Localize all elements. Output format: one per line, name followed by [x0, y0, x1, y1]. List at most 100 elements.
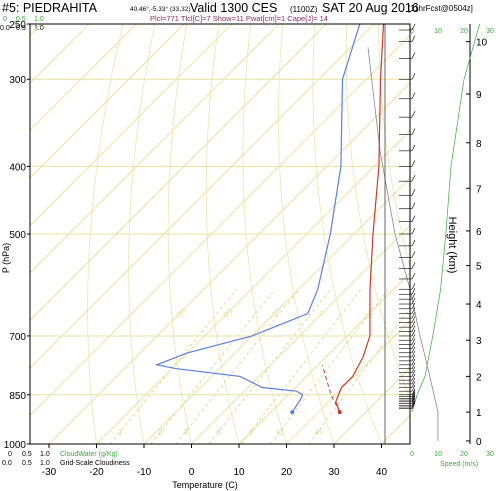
temperature-tick-label: -10: [137, 467, 152, 478]
wind-barb-flag: [411, 366, 416, 373]
speed-tick-label-bottom: 20: [460, 451, 468, 458]
dry-adiabat: [205, 24, 240, 444]
bottom-scale-tick: 1.0: [40, 460, 50, 467]
height-reference-line: [367, 47, 439, 441]
wind-barb-flag: [411, 325, 416, 332]
surface-temperature-marker: [337, 410, 342, 415]
top-scale-tick: 0: [3, 16, 7, 23]
height-tick-label: 1: [476, 408, 482, 419]
temperature-tick-label: 30: [328, 467, 340, 478]
mixing-ratio-line: [241, 288, 362, 444]
height-tick-label: 6: [476, 227, 482, 238]
wind-barb-flag: [411, 311, 416, 319]
height-tick-label: 5: [476, 262, 482, 273]
y-axis-title: P (hPa): [1, 243, 11, 273]
valid-time: Valid 1300 CES: [190, 1, 277, 15]
dry-adiabat: [242, 24, 287, 444]
wind-barb-flag: [411, 354, 416, 361]
wind-barb-flag: [411, 402, 416, 409]
wind-barb-flag: [411, 392, 416, 399]
mixing-ratio-label: 1: [118, 430, 122, 437]
wind-barb-flag: [411, 144, 416, 151]
wind-barb-flag: [411, 381, 416, 388]
wind-barb-flag: [411, 338, 416, 345]
sounding-parameters: Plcl=771 Tlcl[C]=7 Show=11 Pwat[cm]=1 Ca…: [150, 14, 328, 23]
top-scale-tick: 0.5: [16, 16, 26, 23]
speed-tick-label-bottom: 0: [410, 451, 414, 458]
pressure-tick-label: 250: [9, 20, 26, 31]
wind-barb-flag: [411, 52, 416, 59]
mixing-ratio-line: [208, 288, 331, 444]
speed-axis-title: Speed (m/s): [440, 461, 478, 468]
height-tick-label: 9: [476, 90, 482, 101]
mixing-ratio-label: 2: [159, 430, 163, 437]
plot-frame: [29, 23, 411, 445]
wind-barb-flag: [411, 92, 416, 99]
height-tick-label: 0: [476, 437, 482, 448]
dry-adiabat: [278, 24, 335, 444]
wind-barb-flag: [411, 302, 416, 309]
top-scale-tick: 0.0: [0, 25, 10, 32]
dry-adiabat: [312, 24, 382, 444]
top-cloudwater-scale: 0 0.5 1.0: [3, 16, 44, 23]
speed-tick-label-top: 30: [486, 28, 494, 35]
mixing-ratio-line: [308, 307, 410, 444]
bottom-scale-tick: 0.5: [22, 451, 32, 458]
mixing-ratio-line: [150, 288, 276, 444]
wind-barb-flag: [411, 73, 416, 80]
surface-dewpoint-marker: [290, 410, 295, 415]
valid-date: SAT 20 Aug 2016: [322, 1, 419, 15]
wind-barb-flag: [411, 329, 416, 337]
isotherm: [30, 24, 137, 132]
wind-barb-flag: [411, 202, 416, 209]
valid-utc: (1100Z): [290, 5, 318, 14]
pressure-tick-label: 400: [9, 162, 26, 173]
bottom-cloudwater-scale: 0 0.5 1.0 CloudWater (g/Kg): [8, 451, 118, 458]
temperature-tick-label: 40: [376, 467, 388, 478]
mixing-ratio-line: [270, 288, 389, 444]
speed-tick-label-top: 10: [434, 28, 442, 35]
mixing-ratio-line: [175, 288, 300, 444]
station-coords: 40.46°,-5.33° (33,32): [130, 5, 191, 13]
wind-barb-flag: [411, 399, 416, 406]
wind-barb-flag: [411, 390, 416, 397]
isotherm-label: -30: [173, 306, 188, 321]
isotherm-label: 0: [318, 309, 328, 319]
wind-barb-flag: [411, 342, 416, 349]
wind-barb-flag: [411, 362, 416, 369]
wind-barb-flag: [411, 272, 416, 280]
isotherm: [30, 24, 185, 179]
sounding-profiles: [154, 24, 385, 415]
isotherm: [30, 24, 232, 227]
pressure-tick-label: 500: [9, 230, 26, 241]
top-cloudiness-scale: 0.0 0.5 1.0: [0, 25, 44, 32]
dewpoint-profile: [154, 24, 361, 413]
wind-barb-flag: [411, 297, 416, 305]
wind-speed-profile: [411, 23, 480, 413]
temperature-profile: [335, 24, 385, 413]
wind-barb-flag: [411, 377, 416, 385]
wind-barb-flag: [411, 215, 416, 222]
isotherm: [429, 24, 500, 444]
wind-barb-flag: [411, 400, 416, 408]
wind-barb-flag: [411, 370, 416, 377]
wind-barb-flag: [411, 350, 416, 357]
isotherm-label: -10: [268, 306, 283, 321]
height-tick-label: 7: [476, 184, 482, 195]
wind-barb-flag: [411, 385, 416, 392]
mixing-ratio-label: 5: [217, 430, 221, 437]
height-tick-label: 4: [476, 300, 482, 311]
height-tick-label: 8: [476, 139, 482, 150]
isotherm: [286, 319, 410, 444]
wind-barb-flag: [411, 23, 416, 31]
bottom-scale-tick: 0.0: [2, 460, 12, 467]
dry-adiabat: [167, 24, 192, 444]
isotherm-label: 20: [411, 307, 424, 320]
isotherm: [333, 367, 410, 444]
height-tick-label: 3: [476, 336, 482, 347]
wind-barb-flag: [411, 358, 416, 365]
pressure-tick-label: 850: [9, 391, 26, 402]
bottom-scale-tick: 1.0: [40, 451, 50, 458]
dry-adiabat: [345, 24, 410, 400]
